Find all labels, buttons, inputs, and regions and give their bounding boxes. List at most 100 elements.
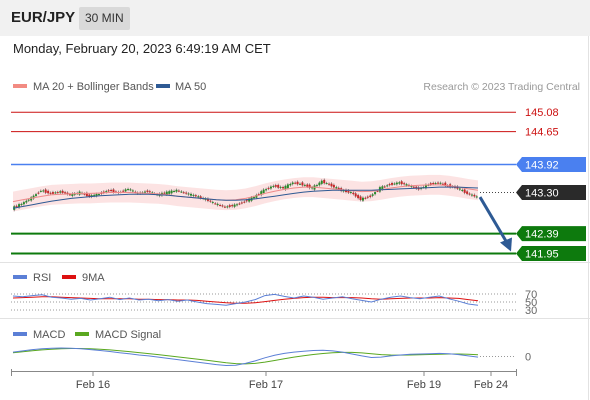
candle-body [27, 199, 30, 201]
candle-body [47, 190, 50, 194]
candle-body [85, 192, 88, 197]
candle-body [345, 189, 348, 192]
level-label: 143.92 [525, 160, 559, 172]
candle-body [437, 182, 440, 184]
candle-body [30, 197, 33, 201]
candle-body [190, 193, 193, 196]
projection [478, 196, 512, 252]
candle-body [328, 183, 331, 185]
level-tag-support [516, 245, 586, 261]
candle-body [243, 201, 246, 203]
candle-body [374, 192, 377, 195]
candle-body [291, 182, 294, 185]
projection-arrow-head [500, 237, 512, 252]
rsi-ma-line [12, 296, 479, 304]
candle-body [37, 192, 40, 194]
candle-body [35, 194, 38, 196]
level-tag-support [516, 226, 586, 242]
candle-body [383, 186, 386, 188]
candle-body [88, 194, 91, 197]
legend-swatch-ma50 [156, 84, 170, 88]
candle-body [39, 190, 42, 192]
instrument-title: EUR/JPY [11, 9, 76, 26]
candle-body [175, 189, 178, 192]
candle-body [226, 206, 229, 208]
rsi-level-label: 50 [525, 297, 537, 309]
candle-body [112, 189, 115, 193]
candle-body [66, 192, 69, 195]
candle-body [216, 203, 219, 206]
legend-label-rsi: RSI [33, 272, 51, 284]
candle-body [173, 191, 176, 193]
candle-body [221, 205, 224, 207]
candle-body [182, 192, 185, 194]
candle-body [260, 191, 263, 196]
level-label: 144.65 [525, 127, 559, 139]
candle-body [192, 194, 195, 196]
candle-body [376, 190, 379, 192]
candle-body [269, 186, 272, 189]
candle-body [366, 196, 369, 198]
candle-body [267, 187, 270, 189]
candle-body [168, 191, 171, 194]
candle-body [131, 190, 134, 192]
candle-body [272, 185, 275, 187]
candle-body [236, 204, 239, 206]
candle-body [415, 186, 418, 189]
legend-swatch-macd-signal [75, 332, 89, 336]
candle-body [240, 202, 243, 204]
candle-body [354, 193, 357, 197]
candle-body [127, 188, 130, 190]
candle-body [391, 182, 394, 185]
candle-body [323, 179, 326, 184]
candle-body [206, 198, 209, 201]
candle-body [308, 184, 311, 189]
x-tick-label: Feb 17 [249, 379, 283, 391]
price-levels: 145.08 144.65 143.92 143.30 142.39 141.95 [11, 107, 586, 261]
candle-body [286, 184, 289, 189]
candle-body [434, 183, 437, 185]
candle-body [51, 192, 54, 194]
candle-body [199, 196, 202, 199]
candle-body [432, 183, 435, 185]
bollinger-band [13, 174, 478, 212]
level-label: 142.39 [525, 229, 559, 241]
candle-body [107, 190, 110, 192]
candle-body [294, 182, 297, 184]
candle-body [265, 189, 268, 191]
candle-body [170, 190, 173, 194]
candle-body [262, 189, 265, 194]
x-axis: Feb 16 Feb 17 Feb 19 Feb 24 [11, 369, 517, 391]
candle-body [424, 184, 427, 189]
level-label: 145.08 [525, 107, 559, 119]
candle-body [335, 187, 338, 189]
candle-body [458, 188, 461, 190]
candle-body [49, 192, 52, 194]
candle-body [347, 190, 350, 193]
level-label: 143.30 [525, 188, 559, 200]
candle-body [15, 205, 18, 207]
candle-body [209, 200, 212, 202]
candle-body [20, 203, 23, 205]
candle-body [475, 196, 478, 198]
x-tick-label: Feb 16 [76, 379, 110, 391]
legend-label-ma20: MA 20 + Bollinger Bands [33, 81, 154, 93]
rsi-line [12, 293, 479, 306]
timeframe-badge[interactable]: 30 MIN [79, 7, 130, 30]
candle-body [59, 191, 62, 193]
candle-body [151, 192, 154, 194]
candle-body [54, 192, 57, 194]
candle-body [398, 182, 401, 184]
projection-arrow-line [478, 196, 510, 246]
candle-body [56, 192, 59, 194]
candle-body [306, 184, 309, 187]
candle-body [32, 195, 35, 199]
candle-body [439, 182, 442, 184]
candle-body [463, 189, 466, 193]
candle-body [238, 203, 241, 205]
candle-body [274, 185, 277, 187]
candle-body [378, 187, 381, 192]
macd-level-label: 0 [525, 352, 531, 364]
candle-body [163, 192, 166, 194]
candle-body [93, 194, 96, 196]
